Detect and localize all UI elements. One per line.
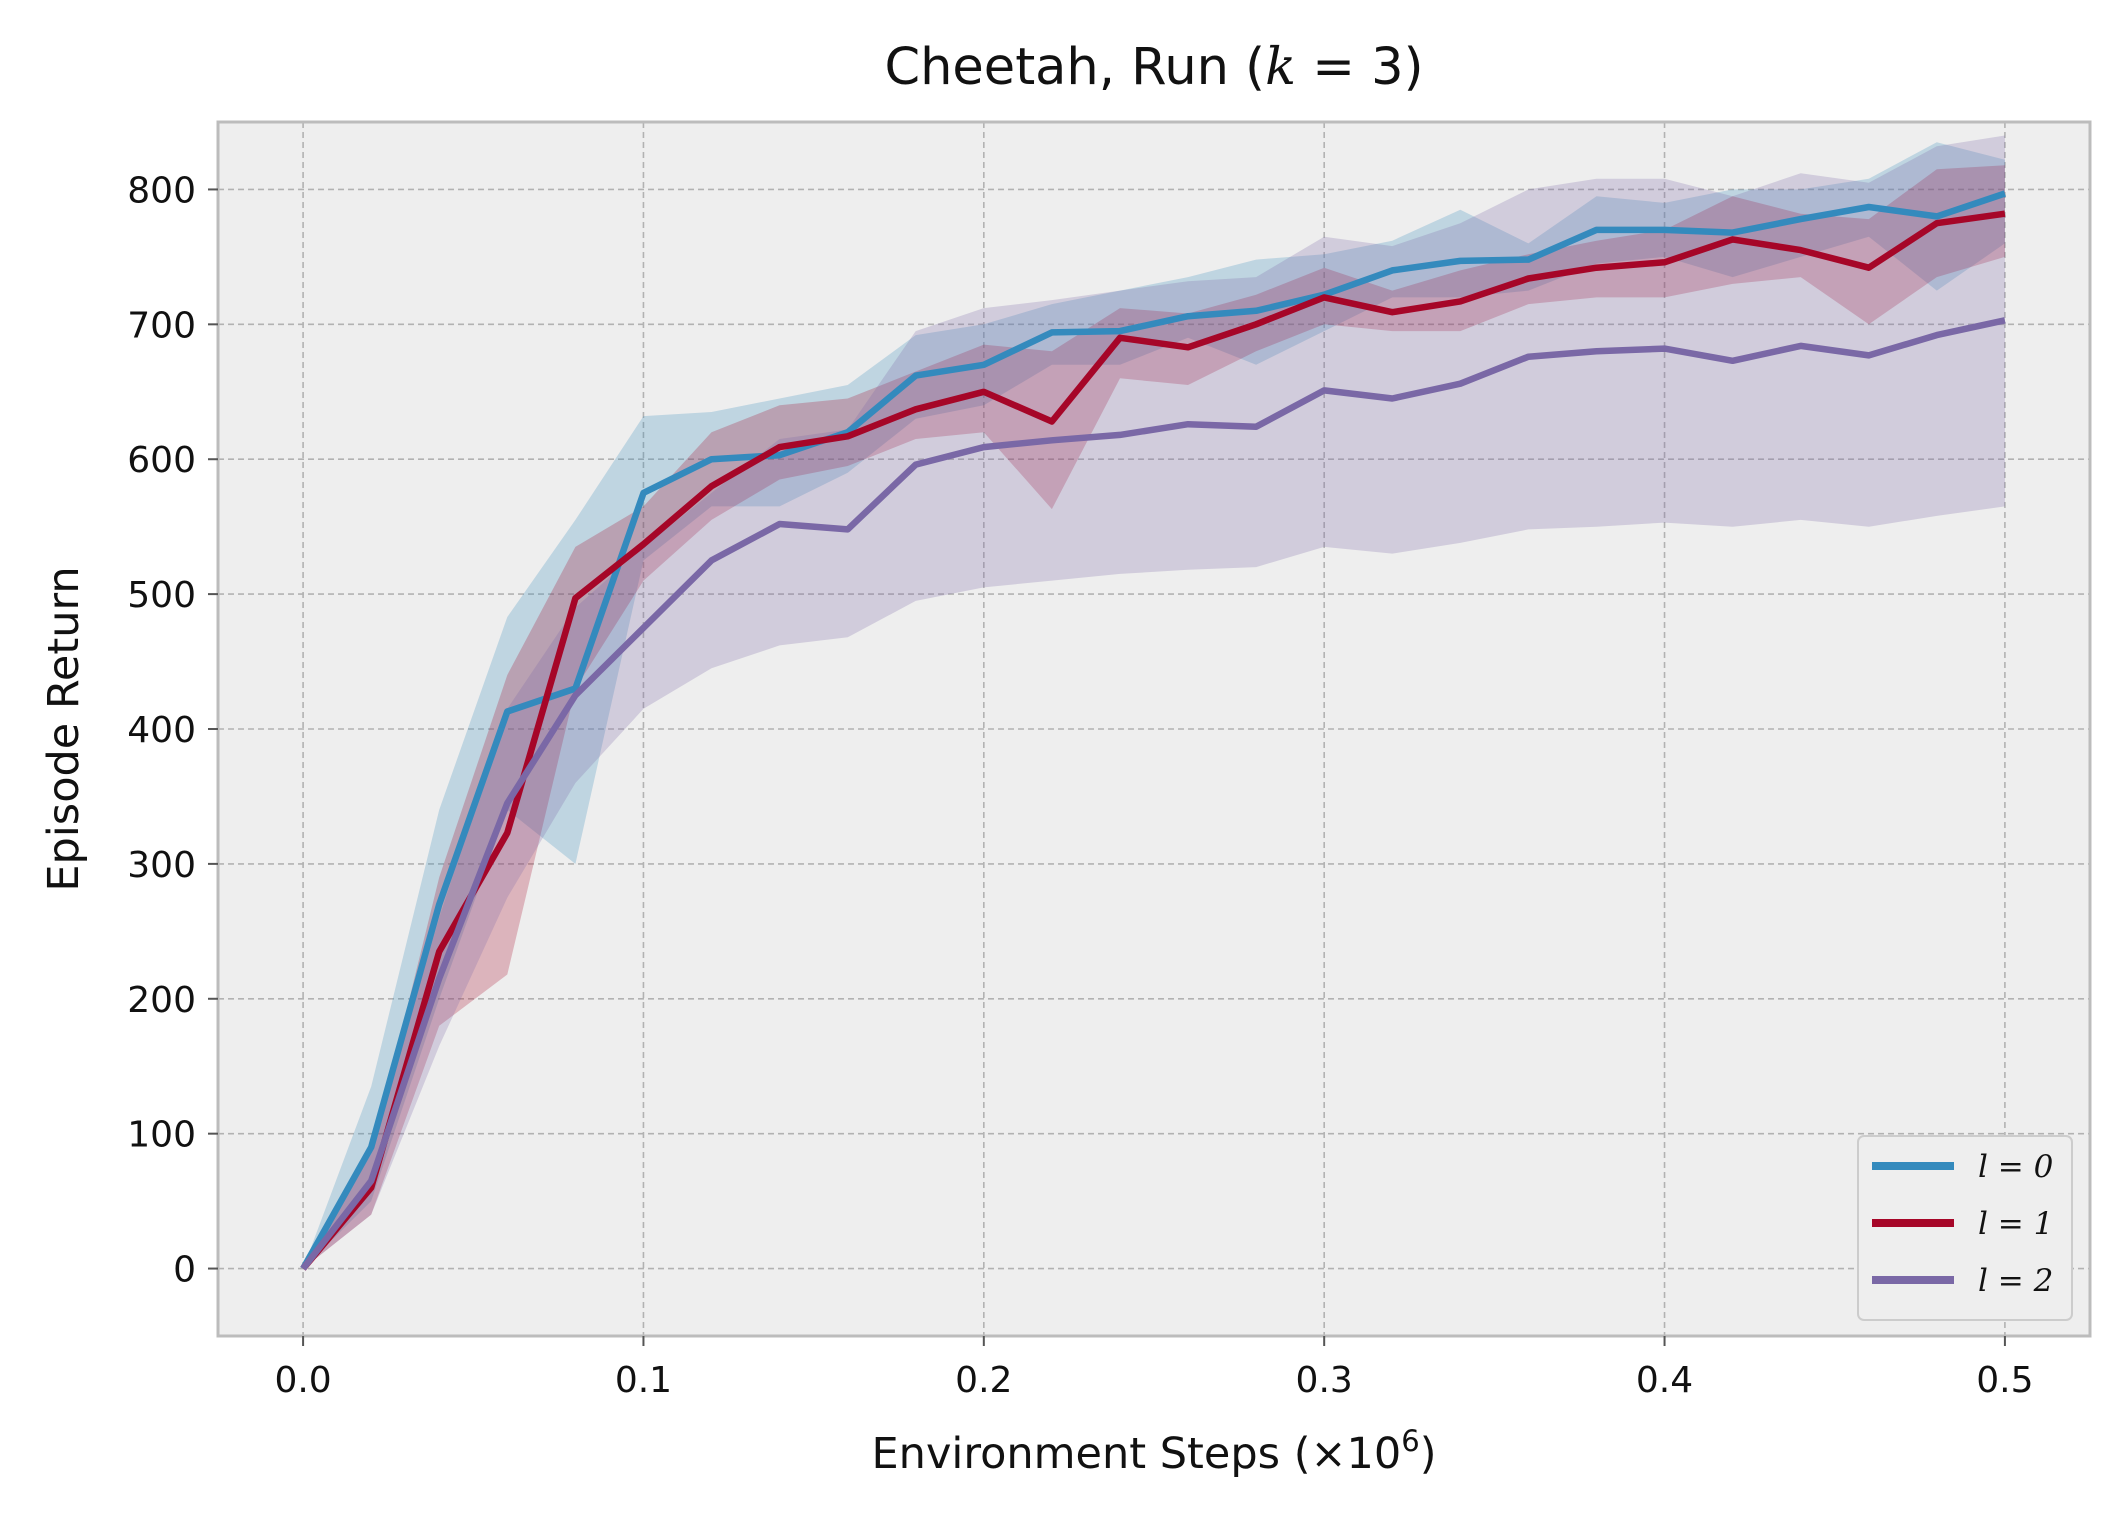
- confidence-band: [303, 142, 2005, 1269]
- series-line: [300, 210, 2006, 1271]
- chart-title: Cheetah, Run (k = 3): [885, 38, 1424, 97]
- axis-ticks: 0.0 0.1 0.2 0.3 0.4 0.5 0 100 200 300 400 500 600 700…: [127, 170, 2033, 1401]
- x-tick-label: 0.2: [955, 1360, 1012, 1401]
- x-tick-label: 0.1: [615, 1360, 672, 1401]
- legend: l = 0 l = 1 l = 2: [1857, 1135, 2073, 1321]
- x-tick-label: 0.0: [274, 1360, 331, 1401]
- x-axis-label: Environment Steps (×106): [872, 1424, 1437, 1479]
- y-tick-label: 100: [127, 1115, 196, 1156]
- y-axis-label: Episode Return: [39, 566, 89, 891]
- x-tick-label: 0.3: [1296, 1360, 1353, 1401]
- series-line: [300, 190, 2006, 1271]
- confidence-band: [303, 135, 2005, 1269]
- legend-box: [1857, 1135, 2073, 1321]
- y-tick-label: 600: [127, 440, 196, 481]
- legend-label: l = 1: [1978, 1206, 2053, 1242]
- y-tick-label: 700: [127, 305, 196, 346]
- y-tick-label: 300: [127, 845, 196, 886]
- y-tick-label: 0: [173, 1250, 196, 1291]
- confidence-bands: [303, 135, 2005, 1269]
- series-line: [300, 317, 2006, 1271]
- legend-label: l = 2: [1978, 1263, 2053, 1299]
- confidence-band: [303, 165, 2005, 1269]
- y-tick-label: 400: [127, 710, 196, 751]
- x-tick-label: 0.4: [1636, 1360, 1693, 1401]
- y-tick-label: 500: [127, 575, 196, 616]
- x-tick-label: 0.5: [1976, 1360, 2033, 1401]
- series-lines: [300, 190, 2006, 1271]
- y-tick-label: 200: [127, 980, 196, 1021]
- legend-label: l = 0: [1978, 1149, 2053, 1185]
- y-tick-label: 800: [127, 170, 196, 211]
